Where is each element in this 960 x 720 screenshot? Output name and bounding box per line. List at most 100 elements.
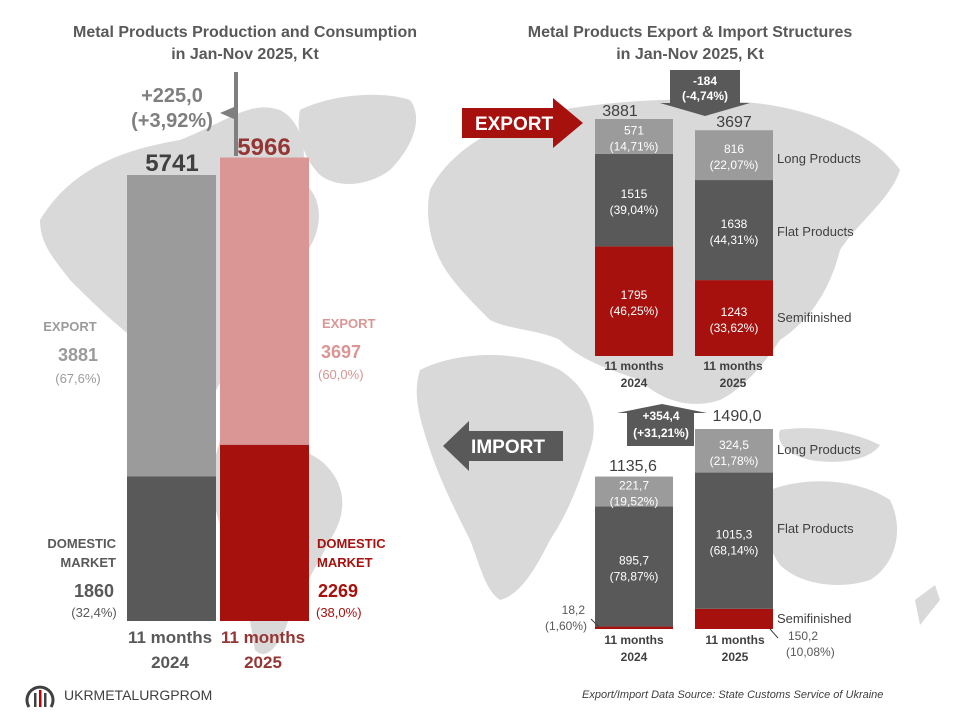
- export-label-semi-2025: 1243: [721, 305, 748, 319]
- export-total-2024: 3881: [602, 103, 638, 120]
- right-chart-title-line2: in Jan-Nov 2025, Kt: [616, 46, 764, 63]
- data-source-note: Export/Import Data Source: State Customs…: [582, 689, 884, 701]
- map-new-zealand: [915, 585, 940, 625]
- export-delta-arrow-icon: [660, 70, 750, 116]
- map-greenland: [298, 94, 417, 185]
- import-legend-semi: Semifinished: [777, 611, 851, 626]
- import-semi-2025-leader: [769, 628, 779, 639]
- import-period2-2024: 2024: [621, 650, 648, 664]
- export-arrow-label: EXPORT: [475, 114, 554, 135]
- left-export-value-2024: 3881: [58, 345, 98, 365]
- export-total-2025: 3697: [716, 114, 752, 131]
- import-semi-value-2024: 18,2: [562, 603, 586, 617]
- import-legend-long: Long Products: [777, 442, 861, 457]
- left-period2-2025: 2025: [244, 653, 282, 672]
- import-total-2025: 1490,0: [713, 408, 762, 425]
- import-arrow-label: IMPORT: [471, 437, 545, 458]
- brand-logo: UKRMETALURGPROM: [24, 680, 212, 710]
- left-domestic-pct-2025: (38,0%): [316, 605, 362, 620]
- left-export-value-2025: 3697: [321, 342, 361, 362]
- export-legend-semi: Semifinished: [777, 310, 851, 325]
- export-bar-semi-2024: [595, 246, 673, 356]
- export-pct-semi-2025: (33,62%): [710, 321, 759, 335]
- import-arrow-icon: [443, 421, 563, 471]
- left-domestic-label1-2024: DOMESTIC: [47, 536, 116, 551]
- import-label-flat-2025: 1015,3: [716, 528, 753, 542]
- right-chart-title: Metal Products Export & Import Structure…: [500, 22, 880, 66]
- import-bar-flat-2025: [695, 472, 773, 609]
- import-label-flat-2024: 895,7: [619, 553, 649, 567]
- left-export-label-2024: EXPORT: [43, 319, 97, 334]
- export-period2-2024: 2024: [621, 376, 648, 390]
- import-pct-long-2024: (19,52%): [610, 494, 659, 508]
- import-pct-flat-2024: (78,87%): [610, 569, 659, 583]
- import-pct-long-2025: (21,78%): [710, 454, 759, 468]
- export-pct-long-2025: (22,07%): [710, 158, 759, 172]
- left-bar-export-2025: [220, 157, 309, 445]
- import-period1-2024: 11 months: [604, 633, 664, 647]
- left-period1-2024: 11 months: [128, 628, 212, 647]
- delta-arrow-icon: [220, 107, 234, 119]
- import-delta-value: +354,4: [642, 409, 679, 423]
- export-pct-flat-2025: (44,31%): [710, 233, 759, 247]
- export-bar-flat-2024: [595, 153, 673, 247]
- export-label-long-2024: 571: [624, 123, 644, 137]
- export-label-long-2025: 816: [724, 142, 744, 156]
- export-bar-long-2024: [595, 119, 673, 154]
- left-domestic-label2-2024: MARKET: [60, 555, 116, 570]
- export-pct-long-2024: (14,71%): [610, 139, 659, 153]
- left-period2-2024: 2024: [151, 653, 189, 672]
- left-domestic-label2-2025: MARKET: [317, 555, 373, 570]
- left-chart-title-line2: in Jan-Nov 2025, Kt: [171, 46, 319, 63]
- import-bar-semi-2025: [695, 608, 773, 629]
- import-label-long-2025: 324,5: [719, 438, 749, 452]
- export-period2-2025: 2025: [720, 376, 747, 390]
- right-chart-title-line1: Metal Products Export & Import Structure…: [527, 24, 853, 41]
- left-export-pct-2024: (67,6%): [55, 371, 101, 386]
- import-period1-2025: 11 months: [705, 633, 765, 647]
- left-export-pct-2025: (60,0%): [318, 367, 364, 382]
- import-bar-long-2024: [595, 476, 673, 507]
- left-domestic-pct-2024: (32,4%): [71, 605, 117, 620]
- left-period1-2025: 11 months: [221, 628, 305, 647]
- export-bar-semi-2025: [695, 280, 773, 356]
- left-chart-title-line1: Metal Products Production and Consumptio…: [73, 24, 417, 41]
- left-domestic-label1-2025: DOMESTIC: [317, 536, 386, 551]
- import-semi-pct-2025: (10,08%): [786, 645, 835, 659]
- import-delta-pct: (+31,21%): [633, 426, 689, 440]
- export-legend-long: Long Products: [777, 151, 861, 166]
- export-pct-flat-2024: (39,04%): [610, 203, 659, 217]
- left-total-2025: 5966: [237, 134, 290, 161]
- import-total-2024: 1135,6: [609, 458, 657, 475]
- ukrmetalurgprom-logo-icon: [25, 685, 55, 708]
- left-export-label-2025: EXPORT: [322, 316, 376, 331]
- export-legend-flat: Flat Products: [777, 224, 854, 239]
- import-delta-arrow-icon: [617, 404, 707, 446]
- export-label-flat-2025: 1638: [721, 217, 748, 231]
- map-africa: [416, 355, 594, 600]
- map-australia: [764, 481, 898, 585]
- export-label-semi-2024: 1795: [621, 288, 648, 302]
- brand-name: UKRMETALURGPROM: [64, 687, 213, 703]
- export-period1-2025: 11 months: [703, 359, 763, 373]
- import-bar-long-2025: [695, 429, 773, 473]
- export-arrow-icon: [462, 98, 583, 148]
- import-bar-semi-2024: [595, 626, 673, 629]
- import-bar-flat-2024: [595, 506, 673, 627]
- import-legend-flat: Flat Products: [777, 521, 854, 536]
- import-semi-pct-2024: (1,60%): [545, 619, 587, 633]
- left-bar-domestic-2024: [127, 476, 216, 621]
- export-label-flat-2024: 1515: [621, 187, 648, 201]
- export-period1-2024: 11 months: [604, 359, 664, 373]
- left-domestic-value-2025: 2269: [318, 581, 358, 601]
- left-domestic-value-2024: 1860: [74, 581, 114, 601]
- left-bar-domestic-2025: [220, 444, 309, 621]
- export-pct-semi-2024: (46,25%): [610, 304, 659, 318]
- export-delta-pct: (-4,74%): [682, 89, 728, 103]
- left-delta-value: +225,0: [141, 85, 203, 107]
- import-semi-value-2025: 150,2: [788, 629, 818, 643]
- export-bar-flat-2025: [695, 180, 773, 281]
- left-delta-pct: (+3,92%): [131, 110, 213, 132]
- import-semi-2024-leader: [590, 618, 601, 629]
